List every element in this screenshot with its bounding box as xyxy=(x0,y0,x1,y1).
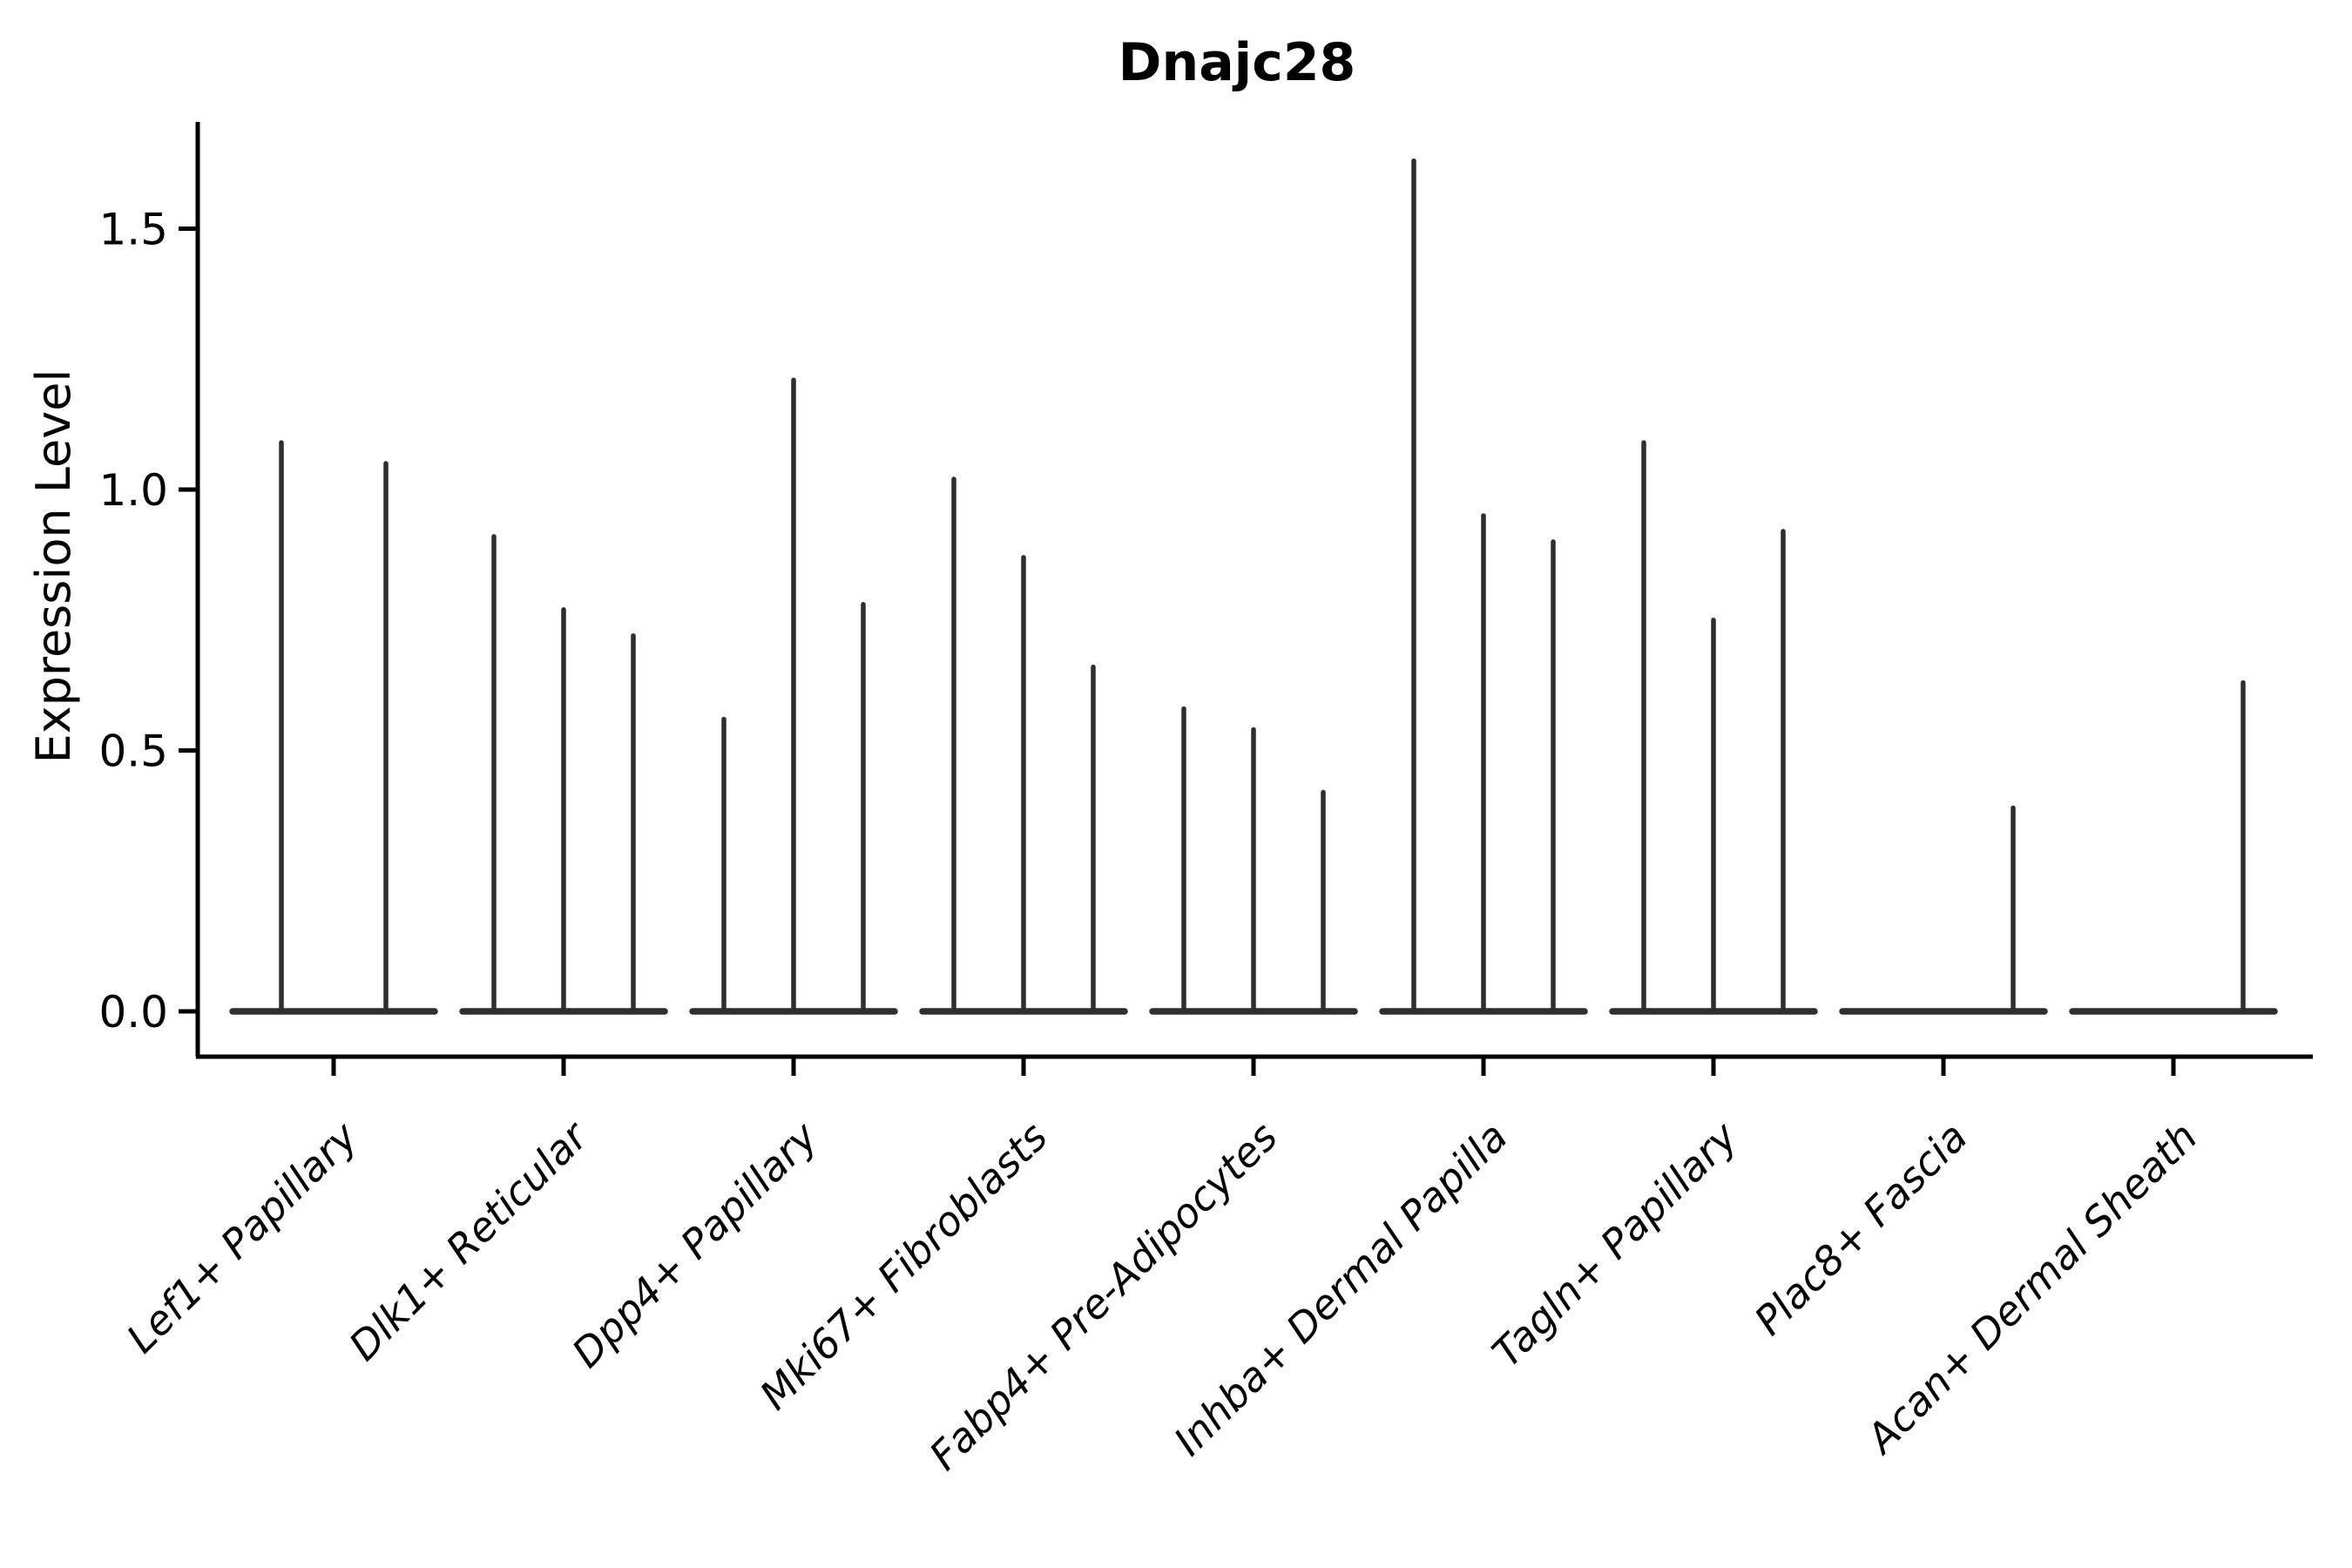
violin-group xyxy=(459,534,668,1015)
violin-group xyxy=(1609,440,1818,1015)
chart-title: Dnajc28 xyxy=(1119,32,1356,93)
violin-group xyxy=(689,377,898,1015)
y-tick-label: 0.0 xyxy=(98,987,168,1037)
violin-group xyxy=(1379,158,1588,1015)
y-tick-label: 0.5 xyxy=(98,727,168,777)
violin-group xyxy=(1839,805,2048,1015)
violin-group xyxy=(1149,706,1358,1015)
violin-group xyxy=(2069,679,2278,1015)
violins xyxy=(229,158,2278,1015)
y-tick-label: 1.5 xyxy=(98,205,168,255)
violin-group xyxy=(229,440,438,1015)
axes: 0.0 0.5 1.0 1.5 xyxy=(98,122,2313,1076)
violin-group xyxy=(919,476,1128,1015)
y-axis-title: Expression Level xyxy=(26,369,81,764)
y-tick-label: 1.0 xyxy=(98,465,168,516)
